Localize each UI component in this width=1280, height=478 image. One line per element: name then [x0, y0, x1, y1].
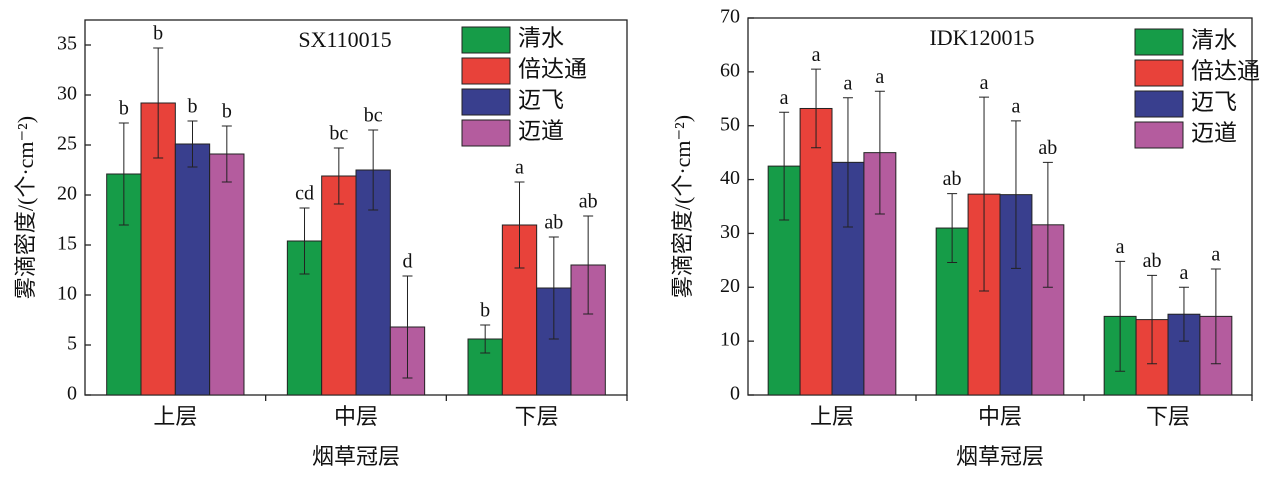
y-tick-label: 15 [57, 233, 77, 255]
legend-label: 迈道 [1191, 120, 1237, 145]
y-tick-label: 35 [57, 33, 77, 55]
y-tick-label: 5 [67, 333, 77, 355]
significance-letter: a [1116, 236, 1125, 258]
legend-label: 清水 [1191, 27, 1237, 52]
significance-letter: a [875, 66, 884, 88]
error-bar [402, 275, 413, 379]
y-tick-label: 50 [720, 113, 740, 135]
x-tick-label: 上层 [153, 404, 197, 429]
significance-letter: a [515, 157, 524, 179]
error-bar [1042, 161, 1053, 288]
significance-letter: b [480, 300, 490, 322]
significance-letter: b [153, 23, 163, 45]
y-tick-label: 0 [67, 383, 77, 405]
x-axis-label: 烟草冠层 [956, 444, 1044, 469]
significance-letter: a [980, 72, 989, 94]
legend-label: 迈道 [518, 118, 564, 143]
error-bar [514, 181, 525, 269]
significance-letter: b [222, 101, 232, 123]
y-tick-label: 10 [57, 283, 77, 305]
y-axis-label: 雾滴密度/(个·cm⁻²) [670, 115, 695, 298]
error-bar [1115, 260, 1126, 372]
error-bar [947, 193, 958, 264]
error-bar [368, 129, 379, 211]
y-tick-label: 70 [720, 6, 740, 28]
significance-letter: b [119, 98, 129, 120]
significance-letter: ab [1143, 250, 1162, 272]
error-bar [979, 96, 990, 292]
significance-letter: ab [579, 191, 598, 213]
y-tick-label: 40 [720, 167, 740, 189]
error-bar [842, 97, 853, 228]
error-bar [779, 111, 790, 221]
significance-letter: a [812, 44, 821, 66]
significance-letter: ab [1038, 137, 1057, 159]
significance-letter: a [844, 72, 853, 94]
legend-swatch [1134, 121, 1184, 149]
legend-label: 迈飞 [1191, 89, 1237, 114]
legend-swatch [461, 26, 511, 54]
error-bar [480, 324, 491, 354]
y-tick-label: 20 [57, 183, 77, 205]
significance-letter: a [1012, 95, 1021, 117]
legend-label: 迈飞 [518, 87, 564, 112]
error-bar [153, 47, 164, 159]
bar [174, 143, 211, 396]
y-axis-label: 雾滴密度/(个·cm⁻²) [13, 116, 38, 299]
significance-letter: d [402, 251, 412, 273]
legend-swatch [461, 88, 511, 116]
legend-label: 倍达通 [1191, 58, 1260, 83]
legend-label: 倍达通 [518, 56, 587, 81]
y-tick-label: 10 [720, 329, 740, 351]
significance-letter: a [1211, 244, 1220, 266]
y-tick-label: 25 [57, 133, 77, 155]
error-bar [1147, 274, 1158, 365]
significance-letter: a [1180, 262, 1189, 284]
error-bar [118, 122, 129, 226]
y-tick-label: 60 [720, 59, 740, 81]
error-bar [811, 68, 822, 149]
chart-title: SX110015 [298, 27, 391, 52]
significance-letter: cd [295, 183, 314, 205]
chart-title: IDK120015 [929, 25, 1034, 50]
error-bar [221, 125, 232, 183]
bar [799, 107, 833, 396]
x-tick-label: 中层 [978, 404, 1022, 429]
error-bar [1178, 286, 1189, 342]
legend-swatch [461, 57, 511, 85]
error-bar [1210, 268, 1221, 365]
x-axis-label: 烟草冠层 [312, 444, 400, 469]
x-tick-label: 中层 [334, 404, 378, 429]
error-bar [187, 120, 198, 168]
x-tick-label: 上层 [810, 404, 854, 429]
error-bar [333, 147, 344, 205]
error-bar [548, 236, 559, 340]
legend-swatch [461, 119, 511, 147]
significance-letter: b [187, 96, 197, 118]
legend-label: 清水 [518, 25, 564, 50]
legend-swatch [1134, 28, 1184, 56]
error-bar [1010, 120, 1021, 269]
error-bar [583, 215, 594, 315]
significance-letter: bc [364, 105, 383, 127]
y-tick-label: 20 [720, 275, 740, 297]
error-bar [299, 207, 310, 275]
x-tick-label: 下层 [515, 404, 559, 429]
y-tick-label: 0 [730, 383, 740, 405]
bar [209, 153, 245, 396]
significance-letter: a [780, 87, 789, 109]
error-bar [874, 90, 885, 215]
bar [321, 175, 357, 396]
significance-letter: bc [329, 123, 348, 145]
legend-swatch [1134, 59, 1184, 87]
significance-letter: ab [544, 212, 563, 234]
significance-letter: ab [943, 168, 962, 190]
legend-swatch [1134, 90, 1184, 118]
y-tick-label: 30 [720, 221, 740, 243]
y-tick-label: 30 [57, 83, 77, 105]
x-tick-label: 下层 [1146, 404, 1190, 429]
